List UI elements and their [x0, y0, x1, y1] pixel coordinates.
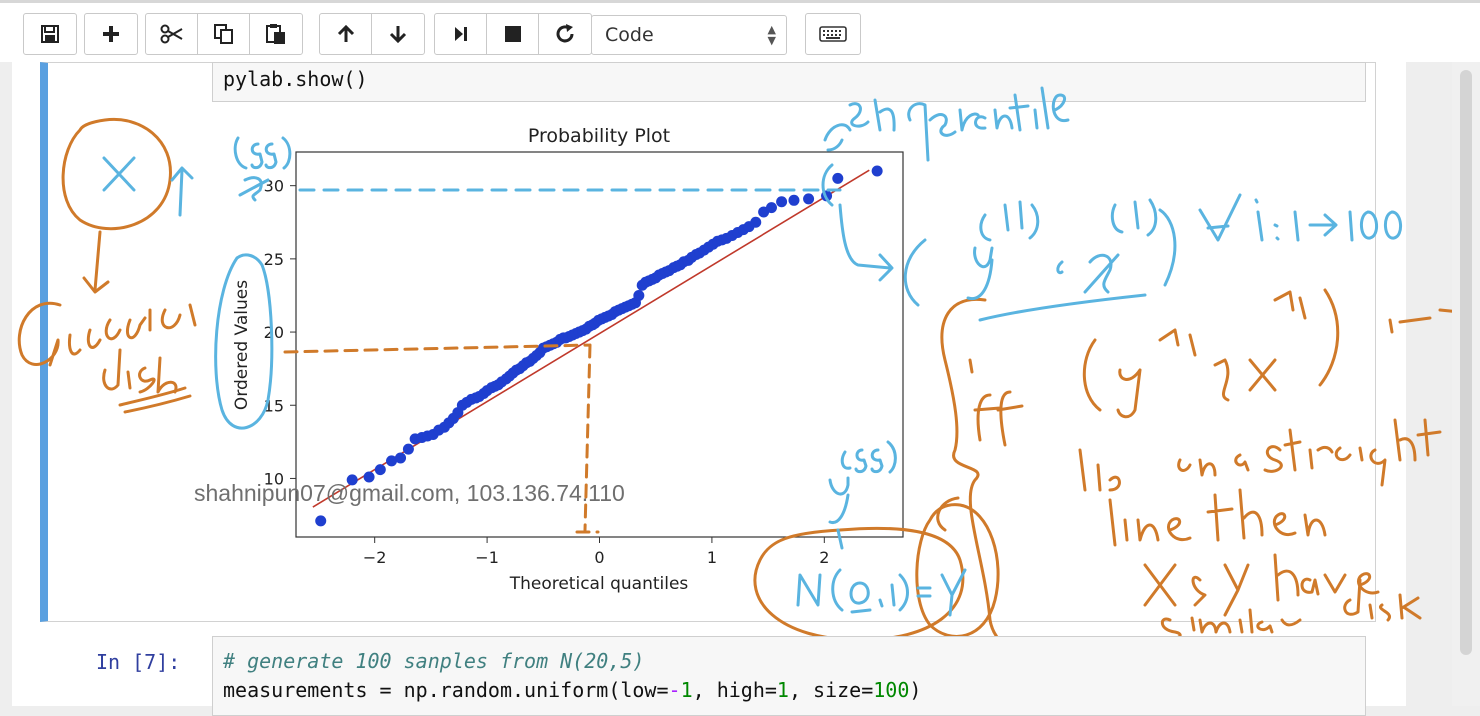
- y-tick-label: 25: [264, 250, 284, 269]
- scrollbar-thumb[interactable]: [1460, 70, 1472, 655]
- run-button-group: [434, 13, 592, 55]
- run-button[interactable]: [435, 14, 487, 54]
- data-point: [374, 464, 386, 476]
- data-point: [776, 196, 788, 208]
- code-number: 100: [873, 678, 910, 702]
- keyboard-icon: [819, 26, 847, 42]
- code-segment: , high=: [692, 678, 777, 702]
- data-points: [315, 165, 883, 527]
- code-operator: -: [668, 678, 681, 702]
- data-point: [346, 474, 358, 486]
- chevron-updown-icon: ▲ ▼: [767, 23, 776, 47]
- data-point: [803, 193, 815, 205]
- code-line-measurements: measurements = np.random.uniform(low=-1,…: [223, 678, 921, 702]
- x-tick-label: 2: [819, 548, 829, 567]
- restart-icon: [556, 24, 574, 43]
- plus-icon: [103, 26, 119, 42]
- code-segment: ): [909, 678, 922, 702]
- data-point: [395, 452, 407, 464]
- data-point: [633, 289, 645, 301]
- restart-button[interactable]: [539, 14, 591, 54]
- arrow-down-icon: [389, 26, 407, 44]
- paste-button[interactable]: [250, 14, 302, 54]
- y-tick-label: 20: [264, 323, 284, 342]
- x-tick-label: −2: [363, 548, 387, 567]
- code-number: 1: [680, 678, 693, 702]
- copy-button[interactable]: [198, 14, 250, 54]
- plot-frame: [295, 151, 904, 538]
- y-tick-label: 30: [264, 177, 284, 196]
- data-point: [386, 455, 398, 467]
- chart-title: Probability Plot: [528, 125, 670, 147]
- cut-button[interactable]: [146, 14, 198, 54]
- cell-type-select[interactable]: Code ▲ ▼: [591, 15, 787, 55]
- x-tick-label: 0: [594, 548, 604, 567]
- code-line: pylab.show(): [223, 67, 368, 91]
- notebook-toolbar: Code ▲ ▼: [0, 0, 1480, 62]
- code-input-next[interactable]: # generate 100 sanples from N(20,5) meas…: [212, 636, 1366, 716]
- cell-type-value: Code: [605, 24, 654, 46]
- step-icon: [454, 27, 467, 41]
- comment-text: # generate 100 sanples from N(20,5): [223, 649, 645, 673]
- code-segment: , size=: [788, 678, 874, 702]
- x-tick-label: 1: [707, 548, 717, 567]
- interrupt-button[interactable]: [487, 14, 539, 54]
- copy-icon: [213, 24, 233, 44]
- move-up-button[interactable]: [320, 14, 372, 54]
- watermark: shahnipun07@gmail.com, 103.136.74.110: [194, 480, 625, 506]
- move-down-button[interactable]: [372, 14, 424, 54]
- data-point: [788, 194, 800, 206]
- insert-button-group: [84, 13, 138, 55]
- data-point: [871, 165, 883, 177]
- file-button-group: [23, 13, 77, 55]
- data-point: [765, 202, 777, 214]
- edit-button-group: [145, 13, 303, 55]
- data-point: [402, 443, 414, 455]
- paste-icon: [266, 24, 285, 44]
- arrow-up-icon: [337, 24, 354, 42]
- cell-prompt: In [7]:: [96, 650, 181, 674]
- cut-icon: [160, 24, 182, 44]
- code-line-comment: # generate 100 sanples from N(20,5): [223, 649, 644, 673]
- data-point: [363, 471, 375, 483]
- command-palette-button[interactable]: [805, 13, 861, 55]
- data-point: [832, 172, 844, 184]
- data-point: [750, 216, 762, 228]
- y-tick-label: 10: [264, 469, 284, 488]
- y-axis-label: Ordered Values: [232, 280, 252, 410]
- data-point: [315, 515, 327, 527]
- code-input-prev[interactable]: pylab.show(): [212, 62, 1366, 102]
- save-icon: [41, 25, 59, 43]
- move-button-group: [319, 13, 425, 55]
- x-axis-ticks: −2 −1 0 1 2: [363, 537, 829, 567]
- x-tick-label: −1: [475, 548, 499, 567]
- code-segment: measurements = np.random.uniform(low=: [223, 678, 669, 702]
- stop-icon: [504, 26, 521, 42]
- save-button[interactable]: [24, 14, 76, 54]
- insert-cell-button[interactable]: [85, 14, 137, 54]
- code-number: 1: [776, 678, 789, 702]
- x-axis-label: Theoretical quantiles: [509, 574, 689, 594]
